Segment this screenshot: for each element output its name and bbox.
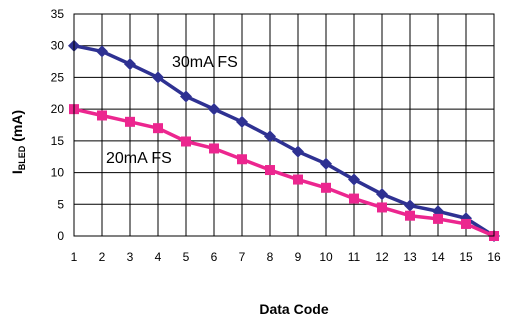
y-tick-label: 30: [51, 39, 65, 53]
series-label-30ma: 30mA FS: [172, 54, 238, 71]
x-axis-title: Data Code: [259, 301, 328, 317]
x-tick-label: 14: [431, 250, 445, 264]
data-point-diamond: [292, 145, 304, 158]
x-tick-label: 11: [348, 250, 361, 264]
data-point-diamond: [264, 130, 276, 143]
x-tick-label: 6: [211, 250, 218, 264]
data-point-diamond: [404, 199, 416, 212]
x-tick-label: 8: [267, 250, 274, 264]
x-tick-label: 3: [127, 250, 134, 264]
data-point-diamond: [208, 103, 220, 116]
x-tick-label: 7: [239, 250, 246, 264]
x-tick-label: 2: [99, 250, 106, 264]
y-tick-label: 0: [57, 229, 64, 243]
data-point-square: [433, 213, 443, 224]
data-point-diamond: [180, 90, 192, 103]
x-axis: 1 2 3 4 5 6 7 8 9 10 11 12 13 14 15 16: [71, 250, 501, 264]
data-point-square: [181, 136, 191, 147]
series-label-20ma: 20mA FS: [106, 150, 172, 167]
series-line-1: [73, 43, 495, 238]
data-point-diamond: [96, 45, 108, 58]
y-tick-label: 10: [51, 166, 65, 180]
data-point-square: [377, 202, 387, 213]
x-tick-label: 12: [375, 250, 389, 264]
y-tick-label: 25: [51, 70, 65, 84]
plot-border: [73, 13, 495, 237]
y-tick-label: 15: [51, 134, 65, 148]
y-tick-label: 35: [51, 7, 65, 21]
x-tick-label: 15: [459, 250, 473, 264]
series-group: [68, 39, 500, 242]
data-point-square: [237, 154, 247, 165]
data-point-square: [153, 123, 163, 134]
y-tick-label: 5: [57, 197, 64, 211]
series-line-2: [73, 107, 495, 238]
x-tick-label: 1: [71, 250, 78, 264]
data-point-diamond: [376, 188, 388, 201]
y-axis: 0 5 10 15 20 25 30 35: [51, 7, 65, 243]
x-tick-label: 9: [295, 250, 302, 264]
data-point-square: [405, 210, 415, 221]
x-tick-label: 16: [487, 250, 501, 264]
y-axis-title: IBLED (mA): [9, 110, 27, 174]
data-point-square: [349, 193, 359, 204]
data-point-diamond: [348, 173, 360, 186]
x-tick-label: 4: [155, 250, 162, 264]
x-tick-label: 13: [403, 250, 417, 264]
data-point-diamond: [124, 58, 136, 71]
data-point-square: [293, 174, 303, 185]
data-point-square: [125, 116, 135, 127]
data-point-diamond: [320, 157, 332, 170]
grid: [74, 14, 494, 236]
data-point-diamond: [152, 71, 164, 84]
data-point-square: [321, 182, 331, 193]
data-point-diamond: [236, 115, 248, 128]
x-tick-label: 5: [183, 250, 190, 264]
data-point-square: [265, 165, 275, 176]
data-point-square: [461, 218, 471, 229]
x-tick-label: 10: [319, 250, 333, 264]
data-point-square: [97, 110, 107, 121]
data-point-square: [209, 143, 219, 154]
y-tick-label: 20: [51, 102, 65, 116]
